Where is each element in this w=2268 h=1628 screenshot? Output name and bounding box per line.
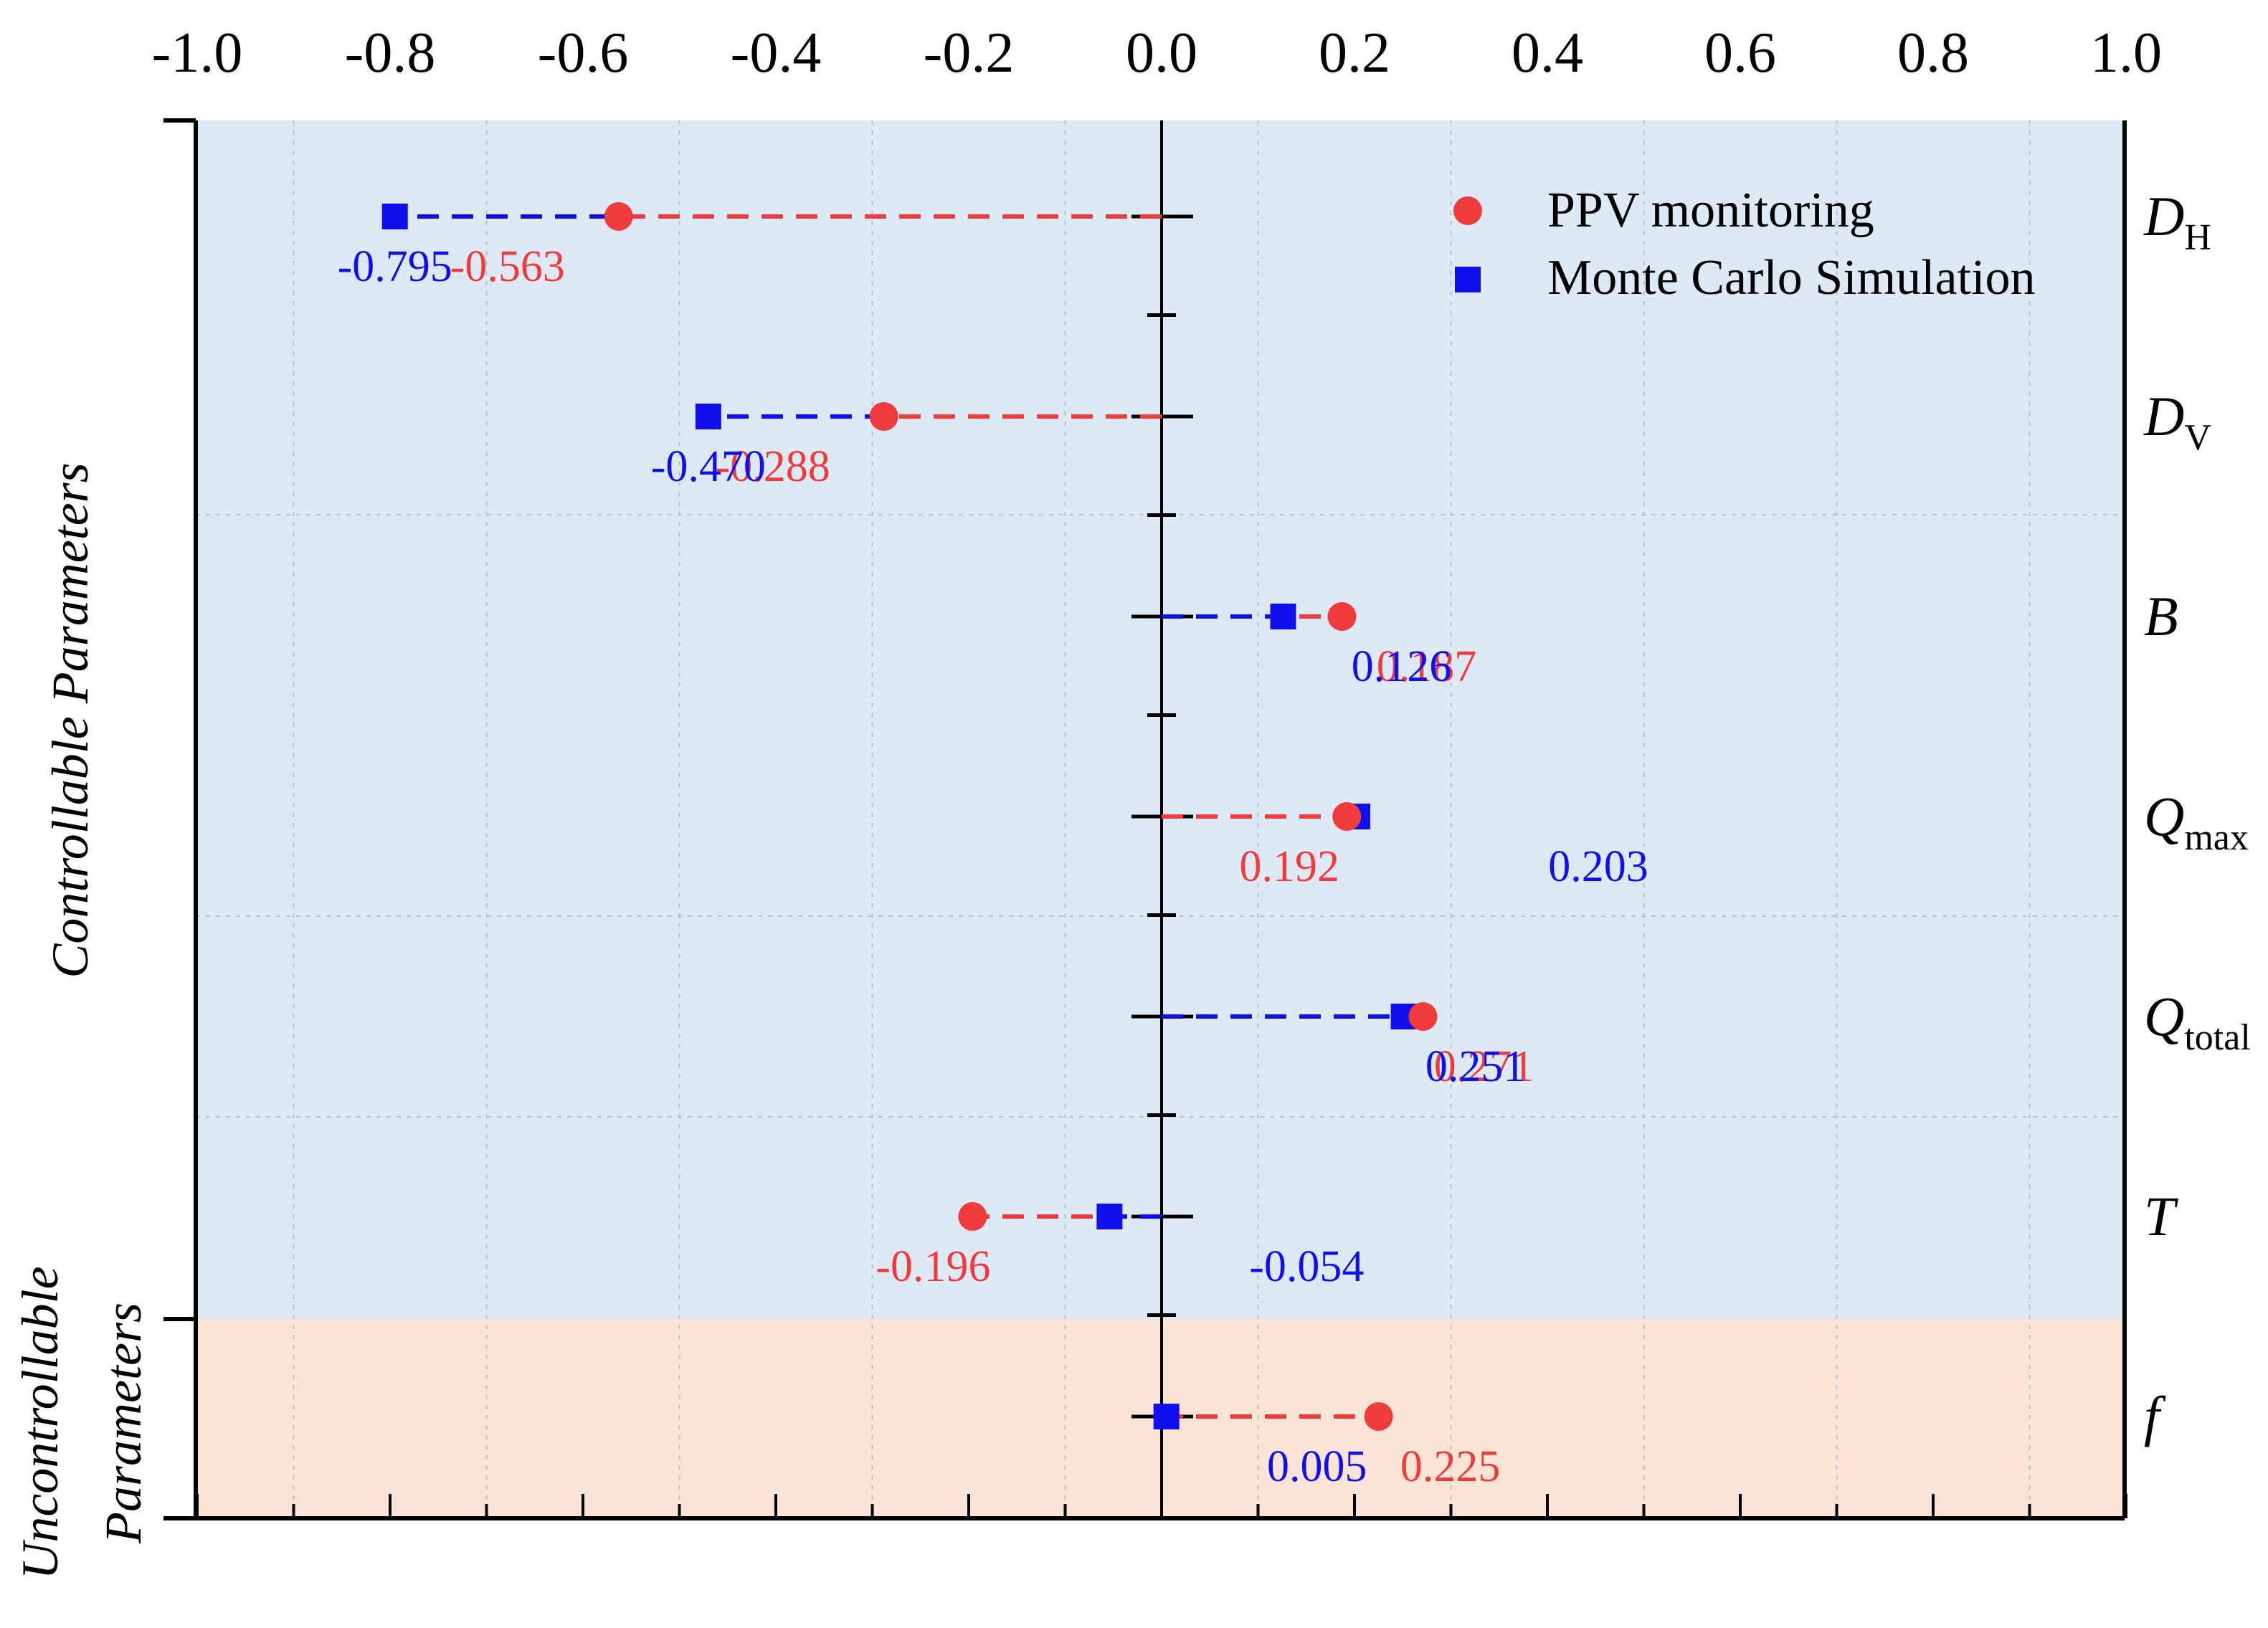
category-symbol: D	[2143, 385, 2184, 447]
mc-marker	[1270, 604, 1296, 629]
mc-marker	[381, 204, 408, 229]
mc-value-label: 0.005	[1267, 1442, 1367, 1491]
category-label: DH	[2143, 185, 2211, 258]
ppv-value-label: -0.563	[450, 242, 565, 291]
x-tick-label: -0.6	[538, 22, 629, 85]
category-symbol: Q	[2144, 785, 2184, 847]
category-symbol: T	[2144, 1185, 2178, 1247]
ppv-marker	[958, 1202, 987, 1231]
category-label: Qmax	[2144, 785, 2249, 858]
x-tick-label: 0.6	[1704, 22, 1776, 85]
x-tick-label: 0.0	[1126, 22, 1197, 85]
x-tick-label: -0.4	[731, 22, 822, 85]
ppv-marker	[604, 202, 633, 231]
x-tick-label: 0.2	[1319, 22, 1390, 85]
legend-label-mc: Monte Carlo Simulation	[1547, 250, 2036, 305]
category-label: DV	[2143, 385, 2211, 458]
category-symbol: B	[2144, 585, 2178, 647]
legend: PPV monitoring Monte Carlo Simulation	[1453, 183, 2036, 305]
ppv-marker	[1332, 802, 1362, 831]
category-symbol: D	[2143, 185, 2184, 247]
mc-value-label: -0.795	[338, 242, 452, 291]
ppv-value-label: 0.187	[1377, 642, 1477, 691]
x-tick-label: -0.2	[924, 22, 1015, 85]
legend-marker-mc	[1455, 267, 1481, 292]
category-label: B	[2144, 585, 2178, 647]
x-tick-label: 0.8	[1897, 22, 1969, 85]
category-symbol: Q	[2144, 985, 2184, 1047]
ppv-value-label: 0.271	[1434, 1042, 1534, 1091]
mc-value-label: 0.251	[1425, 1042, 1526, 1091]
legend-marker-ppv	[1453, 196, 1482, 225]
mc-value-label: 0.126	[1352, 642, 1452, 691]
mc-marker	[1096, 1204, 1123, 1229]
x-tick-label: -0.8	[345, 22, 436, 85]
ppv-marker	[1408, 1002, 1438, 1031]
ppv-marker	[1327, 602, 1357, 631]
category-label: Qtotal	[2144, 985, 2251, 1058]
ppv-value-label: -0.196	[876, 1242, 990, 1291]
mc-value-label: -0.470	[651, 442, 766, 491]
category-subscript: H	[2184, 217, 2211, 258]
mc-marker	[1153, 1404, 1180, 1429]
category-label: f	[2144, 1385, 2166, 1447]
ppv-marker	[1364, 1402, 1393, 1431]
category-subscript: total	[2184, 1017, 2250, 1058]
ppv-value-label: -0.288	[716, 442, 830, 491]
category-subscript: max	[2184, 817, 2249, 858]
category-subscript: V	[2184, 417, 2211, 458]
group-label-uncontrollable: Parameters	[95, 1303, 152, 1544]
x-tick-label: 0.4	[1512, 22, 1583, 85]
group-label-uncontrollable: Uncontrollable	[11, 1266, 69, 1579]
x-tick-label: -1.0	[152, 22, 243, 85]
legend-label-ppv: PPV monitoring	[1547, 183, 1874, 238]
ppv-value-label: 0.225	[1400, 1442, 1501, 1491]
ppv-value-label: 0.192	[1239, 842, 1339, 891]
group-label-controllable: Controllable Parameters	[42, 462, 99, 978]
mc-marker	[695, 404, 721, 429]
mc-value-label: 0.203	[1548, 842, 1648, 891]
ppv-marker	[869, 402, 898, 431]
category-label: T	[2144, 1185, 2178, 1247]
mc-value-label: -0.054	[1249, 1242, 1364, 1291]
axes: -1.0 -0.8 -0.6 -0.4 -0.2 0.0 0.2 0.4 0.6 0.8 1.0DH…	[11, 22, 2251, 1580]
x-tick-label: 1.0	[2090, 22, 2162, 85]
category-symbol: f	[2144, 1385, 2166, 1447]
